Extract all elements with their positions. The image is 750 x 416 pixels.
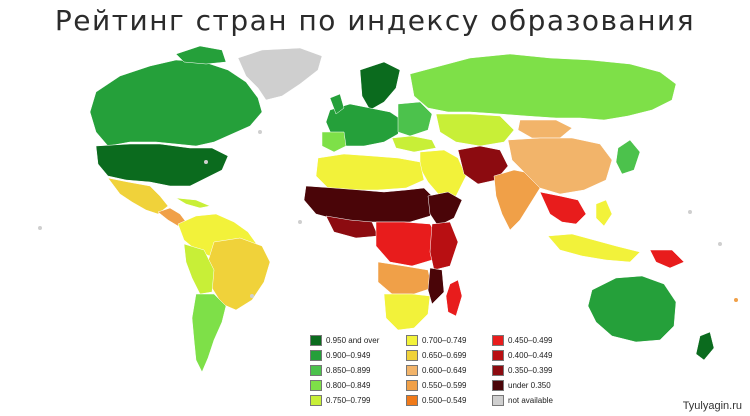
legend-label: under 0.350 <box>508 381 551 390</box>
region-peru-bolivia <box>183 243 215 295</box>
legend-swatch <box>310 380 322 391</box>
site-watermark: Tyulyagin.ru <box>682 400 742 412</box>
region-southern-cone <box>191 293 227 373</box>
region-east-africa <box>429 221 459 271</box>
region-canada <box>89 59 263 147</box>
legend-label: 0.550–0.599 <box>422 381 467 390</box>
legend-swatch <box>406 395 418 406</box>
region-southeast-asia <box>539 191 587 225</box>
island-dot <box>250 294 254 298</box>
region-new-zealand <box>695 331 715 361</box>
legend-label: 0.800–0.849 <box>326 381 371 390</box>
region-russia <box>409 53 677 121</box>
region-mozambique <box>427 267 445 305</box>
region-australia <box>587 275 677 343</box>
legend-label: 0.400–0.449 <box>508 351 553 360</box>
legend-swatch <box>406 350 418 361</box>
legend-swatch <box>406 365 418 376</box>
region-iran-pakistan <box>457 145 509 185</box>
legend-label: not available <box>508 396 553 405</box>
region-central-asia <box>435 113 515 147</box>
legend-label: 0.900–0.949 <box>326 351 371 360</box>
region-uk <box>329 93 345 115</box>
region-indonesia <box>547 233 641 263</box>
legend-swatch <box>492 335 504 346</box>
legend-label: 0.350–0.399 <box>508 366 553 375</box>
legend-label: 0.750–0.799 <box>326 396 371 405</box>
region-southern-africa <box>383 293 431 331</box>
region-middle-east <box>419 149 467 197</box>
region-canada-islands <box>175 45 227 65</box>
region-west-africa <box>303 185 437 223</box>
region-japan <box>615 139 641 175</box>
legend-swatch <box>492 395 504 406</box>
legend-swatch <box>310 350 322 361</box>
map-title: Рейтинг стран по индексу образования <box>54 4 696 37</box>
region-horn-of-africa <box>427 191 463 227</box>
legend-label: 0.850–0.899 <box>326 366 371 375</box>
region-philippines <box>595 199 613 227</box>
legend-label: 0.650–0.699 <box>422 351 467 360</box>
island-dot <box>718 242 722 246</box>
legend-label: 0.700–0.749 <box>422 336 467 345</box>
region-north-africa <box>315 153 425 191</box>
legend-swatch <box>406 380 418 391</box>
region-mongolia <box>517 119 573 139</box>
region-madagascar <box>445 279 463 317</box>
region-usa <box>95 143 229 187</box>
island-dot <box>258 130 262 134</box>
island-dot <box>204 160 208 164</box>
region-iberia <box>321 131 347 153</box>
legend-swatch <box>310 395 322 406</box>
legend-label: 0.950 and over <box>326 336 380 345</box>
map-legend: 0.950 and over 0.900–0.949 0.850–0.899 0… <box>310 334 590 414</box>
legend-label: 0.450–0.499 <box>508 336 553 345</box>
legend-label: 0.600–0.649 <box>422 366 467 375</box>
region-turkey <box>391 135 437 153</box>
region-greenland <box>237 47 323 101</box>
legend-swatch <box>492 350 504 361</box>
region-china <box>507 137 613 195</box>
legend-swatch <box>310 335 322 346</box>
legend-swatch <box>310 365 322 376</box>
region-papua <box>649 249 685 269</box>
island-dot <box>734 298 738 302</box>
legend-swatch <box>492 365 504 376</box>
island-dot <box>298 220 302 224</box>
island-dot <box>38 226 42 230</box>
region-mexico <box>107 177 169 215</box>
island-dot <box>688 210 692 214</box>
region-southern-central-africa <box>377 261 433 295</box>
region-scandinavia <box>359 61 401 111</box>
region-eastern-europe <box>397 101 433 137</box>
legend-label: 0.500–0.549 <box>422 396 467 405</box>
region-caribbean <box>175 197 211 209</box>
legend-swatch <box>406 335 418 346</box>
legend-swatch <box>492 380 504 391</box>
